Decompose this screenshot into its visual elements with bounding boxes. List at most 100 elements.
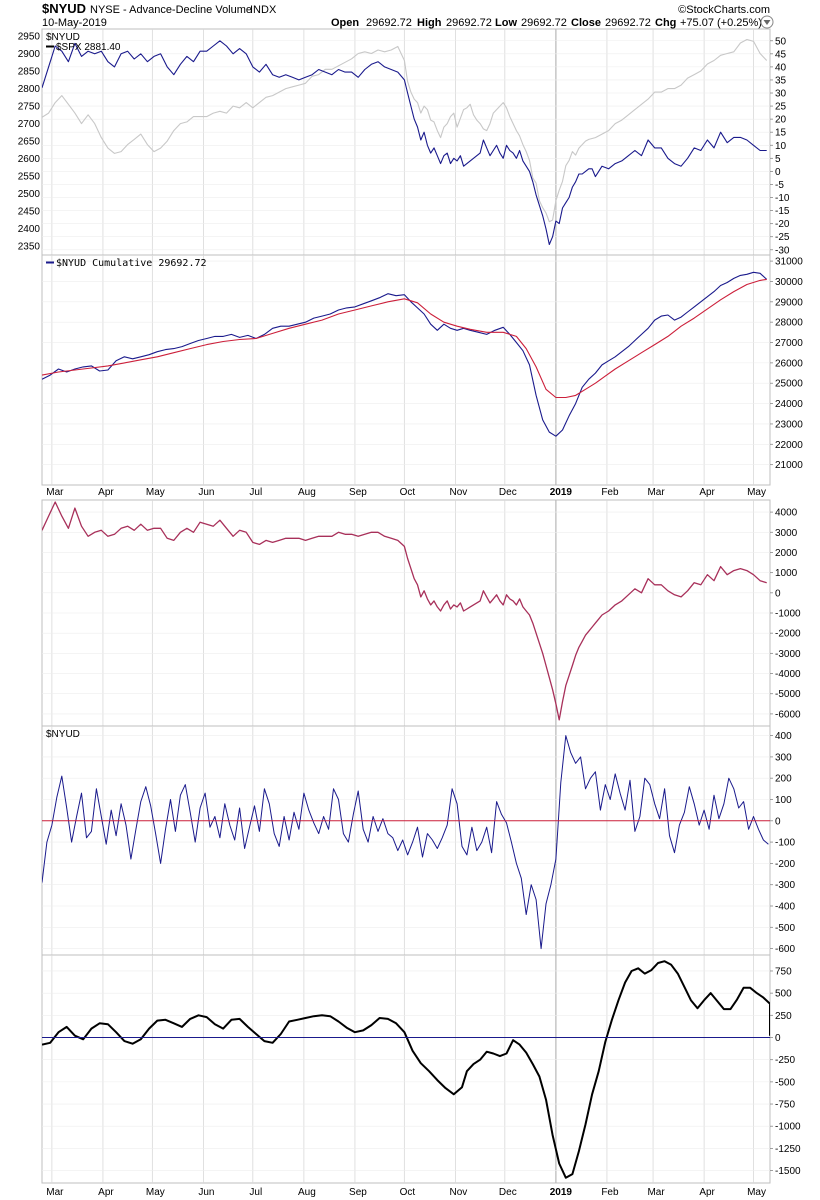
chart-date: 10-May-2019 (42, 17, 107, 29)
y-tick-label-right: 26000 (775, 358, 803, 369)
y-tick-label-right: 200 (775, 774, 792, 785)
x-tick-label: May (747, 1187, 766, 1198)
y-tick-label-right: 29000 (775, 297, 803, 308)
y-tick-label-right: 10 (775, 141, 787, 152)
y-tick-label-right: -4000 (775, 669, 801, 680)
y-tick-label-left: 2650 (18, 137, 41, 148)
y-tick-label-right: 21000 (775, 460, 803, 471)
y-tick-label-right: 45 (775, 49, 787, 60)
series-line-value (42, 501, 767, 721)
panel-frame (41, 725, 771, 956)
y-tick-label-right: 31000 (775, 257, 803, 268)
y-tick-label-right: -20 (775, 219, 790, 230)
y-tick-label-right: 0 (775, 1033, 781, 1044)
y-tick-label-right: 27000 (775, 338, 803, 349)
series-line-nyud (42, 40, 767, 246)
x-tick-label: Nov (450, 487, 468, 498)
series-line-spx-2881-40 (42, 38, 768, 223)
open-label: Open (331, 17, 359, 29)
series-line-nyud-cumulative-29692-72 (42, 271, 768, 437)
y-tick-label-right: 250 (775, 1011, 792, 1022)
x-tick-label: Mar (647, 487, 665, 498)
panel-frame (41, 954, 771, 1184)
series-line-nyud (42, 735, 769, 950)
y-tick-label-right: -25 (775, 232, 790, 243)
x-axis: Mar Apr May Jun Jul Aug Sep Oct Nov Dec 2019 Feb Mar… (46, 487, 766, 1198)
y-tick-label-right: 750 (775, 966, 792, 977)
brand-label: ©StockCharts.com (678, 4, 770, 16)
y-tick-label-right: 35 (775, 75, 787, 86)
low-label: Low (495, 17, 517, 29)
y-tick-label-right: 30000 (775, 277, 803, 288)
legend-entry: $NYUD Cumulative 29692.72 (56, 258, 207, 269)
y-tick-label-right: 1000 (775, 568, 798, 579)
panel-price: -30 -25 -20 -15 -10 -5 0 5 10 15 20 25 30 35 40 45 50 235… (18, 28, 790, 256)
menu-icon[interactable] (760, 15, 774, 29)
x-tick-label: Mar (647, 1187, 665, 1198)
x-tick-label: Aug (298, 487, 316, 498)
y-tick-label-right: 300 (775, 752, 792, 763)
panel-oscillator: -6000 -5000 -4000 -3000 -2000 -1000 0 1000 2000 3… (41, 499, 801, 727)
x-tick-label: Oct (400, 487, 416, 498)
x-tick-label: 2019 (550, 487, 573, 498)
chg-value: +75.07 (+0.25%) (680, 17, 762, 29)
y-tick-label-left: 2600 (18, 154, 41, 165)
panel-daily: -600 -500 -400 -300 -200 -100 0 100 200 300 400 $NY… (41, 725, 795, 956)
y-tick-label-right: 22000 (775, 440, 803, 451)
x-tick-label: Apr (98, 487, 114, 498)
y-tick-label-left: 2800 (18, 84, 41, 95)
x-tick-label: Dec (499, 1187, 517, 1198)
x-tick-label: Sep (349, 487, 367, 498)
y-tick-label-right: 25 (775, 102, 787, 113)
y-tick-label-right: 400 (775, 731, 792, 742)
y-tick-label-right: 3000 (775, 528, 798, 539)
legend-entry: $NYUD (46, 729, 80, 740)
x-tick-label: Dec (499, 487, 517, 498)
y-tick-label-right: -250 (775, 1055, 795, 1066)
y-tick-label-right: 24000 (775, 399, 803, 410)
x-tick-label: Feb (601, 487, 619, 498)
y-tick-label-right: -1000 (775, 609, 801, 620)
y-tick-label-right: 0 (775, 588, 781, 599)
x-tick-label: Jul (249, 1187, 262, 1198)
x-tick-label: Jun (198, 487, 214, 498)
x-tick-label: Oct (400, 1187, 416, 1198)
y-tick-label-right: 100 (775, 795, 792, 806)
y-tick-label-left: 2450 (18, 207, 41, 218)
y-tick-label-left: 2700 (18, 119, 41, 130)
y-tick-label-left: 2950 (18, 32, 41, 43)
y-tick-label-left: 2350 (18, 242, 41, 253)
y-tick-label-left: 2550 (18, 172, 41, 183)
x-tick-label: Mar (46, 1187, 64, 1198)
y-tick-label-right: 50 (775, 36, 787, 47)
x-tick-label: Mar (46, 487, 64, 498)
x-tick-label: Feb (601, 1187, 619, 1198)
y-tick-label-right: 25000 (775, 379, 803, 390)
high-label: High (417, 17, 442, 29)
y-tick-label-left: 2850 (18, 67, 41, 78)
y-tick-label-left: 2750 (18, 102, 41, 113)
chart-panels: -30 -25 -20 -15 -10 -5 0 5 10 15 20 25 30 35 40 45 50 235… (18, 28, 803, 1184)
y-tick-label-right: -400 (775, 902, 795, 913)
x-tick-label: May (146, 1187, 165, 1198)
x-axis-labels-upper: Mar Apr May Jun Jul Aug Sep Oct Nov Dec 2019 Feb Mar… (46, 487, 766, 498)
x-tick-label: Jul (249, 487, 262, 498)
y-tick-label-right: -1500 (775, 1166, 801, 1177)
y-tick-label-left: 2900 (18, 49, 41, 60)
x-tick-label: 2019 (550, 1187, 573, 1198)
high-value: 29692.72 (446, 17, 492, 29)
panel-frame (41, 28, 771, 256)
y-tick-label-right: 28000 (775, 318, 803, 329)
x-tick-label: Jun (198, 1187, 214, 1198)
legend-entry: $SPX 2881.40 (56, 42, 121, 53)
y-tick-label-right: -100 (775, 838, 795, 849)
y-tick-label-right: 0 (775, 816, 781, 827)
y-tick-label-right: 500 (775, 989, 792, 1000)
y-tick-label-left: 2400 (18, 224, 41, 235)
y-tick-label-right: -1000 (775, 1122, 801, 1133)
description: NYSE - Advance-Decline Volume (90, 4, 252, 16)
y-tick-label-right: 5 (775, 154, 781, 165)
y-tick-label-right: 2000 (775, 548, 798, 559)
y-tick-label-left: 2500 (18, 189, 41, 200)
